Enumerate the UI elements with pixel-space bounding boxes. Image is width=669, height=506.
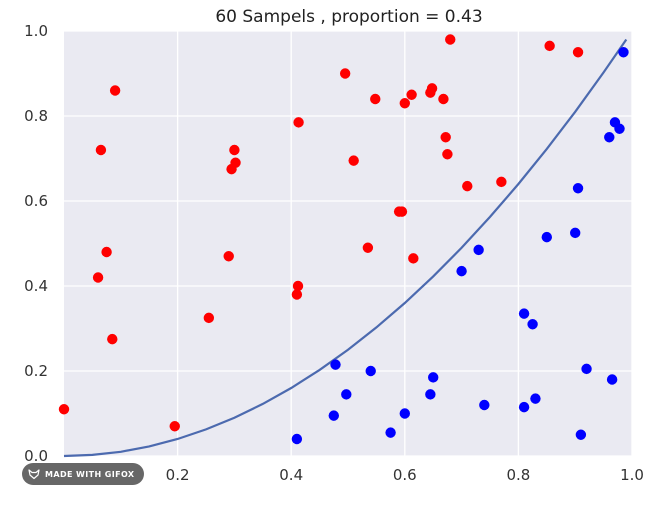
scatter-point bbox=[572, 47, 584, 58]
scatter-point bbox=[604, 132, 615, 143]
scatter-point bbox=[58, 404, 70, 415]
x-tick-label: 0.4 bbox=[279, 466, 303, 484]
plot-background bbox=[64, 31, 632, 456]
y-tick-label: 1.0 bbox=[24, 22, 48, 40]
scatter-point bbox=[223, 251, 234, 262]
scatter-point bbox=[370, 93, 381, 105]
scatter-point bbox=[614, 123, 625, 134]
scatter-point bbox=[293, 117, 304, 128]
y-tick-label: 0.8 bbox=[24, 107, 48, 125]
scatter-point bbox=[406, 89, 417, 100]
scatter-point bbox=[328, 410, 339, 421]
scatter-point bbox=[396, 206, 408, 217]
fitted-curve bbox=[63, 38, 628, 458]
scatter-point bbox=[169, 421, 180, 432]
scatter-point bbox=[527, 319, 538, 330]
scatter-point bbox=[473, 244, 484, 256]
x-axis-ticks: 0.2 0.4 0.6 0.8 1.0 bbox=[166, 466, 644, 484]
y-tick-label: 0.4 bbox=[24, 277, 48, 295]
scatter-point bbox=[348, 155, 359, 166]
x-tick-label: 0.2 bbox=[166, 466, 190, 484]
plot-area bbox=[58, 30, 633, 458]
scatter-point bbox=[109, 85, 121, 96]
x-tick-label: 0.8 bbox=[506, 466, 530, 484]
chart-title: 60 Sampels , proportion = 0.43 bbox=[215, 7, 482, 27]
scatter-point bbox=[570, 227, 581, 239]
scatter-point bbox=[339, 68, 351, 79]
scatter-point bbox=[530, 393, 541, 404]
y-tick-label: 0.6 bbox=[24, 192, 48, 210]
scatter-point bbox=[291, 289, 303, 300]
scatter-point bbox=[101, 246, 112, 258]
scatter-point bbox=[428, 372, 439, 383]
scatter-point bbox=[496, 176, 507, 188]
scatter-point bbox=[425, 389, 436, 400]
scatter-point bbox=[107, 333, 118, 345]
scatter-point bbox=[341, 389, 352, 400]
scatter-point bbox=[442, 149, 453, 160]
gifox-watermark: MADE WITH GIFOX bbox=[22, 463, 145, 485]
scatter-point bbox=[95, 144, 107, 156]
scatter-point bbox=[518, 308, 530, 319]
scatter-point bbox=[291, 433, 303, 445]
scatter-point bbox=[572, 183, 584, 194]
scatter-point bbox=[456, 265, 467, 277]
x-tick-label: 0.6 bbox=[393, 466, 417, 484]
y-tick-label: 0.2 bbox=[24, 362, 48, 380]
scatter-point bbox=[330, 359, 341, 370]
scatter-point bbox=[362, 242, 374, 253]
scatter-point bbox=[292, 280, 304, 292]
x-tick-label: 1.0 bbox=[620, 466, 644, 484]
scatter-point bbox=[440, 132, 451, 143]
scatter-point bbox=[438, 93, 449, 105]
scatter-point bbox=[365, 365, 376, 377]
scatter-point bbox=[606, 374, 618, 385]
scatter-point bbox=[575, 429, 587, 440]
scatter-point bbox=[462, 180, 473, 192]
scatter-point bbox=[541, 231, 552, 243]
scatter-point bbox=[385, 427, 396, 438]
scatter-point bbox=[399, 408, 410, 419]
fox-logo-icon bbox=[28, 468, 40, 480]
y-tick-label: 0.0 bbox=[24, 447, 48, 465]
scatter-point bbox=[229, 144, 240, 156]
scatter-point bbox=[445, 34, 456, 45]
scatter-point bbox=[92, 272, 104, 283]
scatter-point bbox=[544, 40, 555, 52]
scatter-point bbox=[426, 83, 438, 94]
y-axis-ticks: 0.0 0.2 0.4 0.6 0.8 1.0 bbox=[24, 22, 48, 465]
scatter-point bbox=[203, 312, 215, 324]
scatter-point bbox=[399, 98, 410, 109]
scatter-point bbox=[518, 401, 530, 413]
scatter-point bbox=[581, 363, 592, 375]
scatter-point bbox=[230, 157, 241, 168]
scatter-point bbox=[408, 253, 419, 264]
scatter-point bbox=[479, 399, 490, 411]
watermark-text: MADE WITH GIFOX bbox=[45, 469, 135, 479]
scatter-point bbox=[618, 47, 629, 58]
